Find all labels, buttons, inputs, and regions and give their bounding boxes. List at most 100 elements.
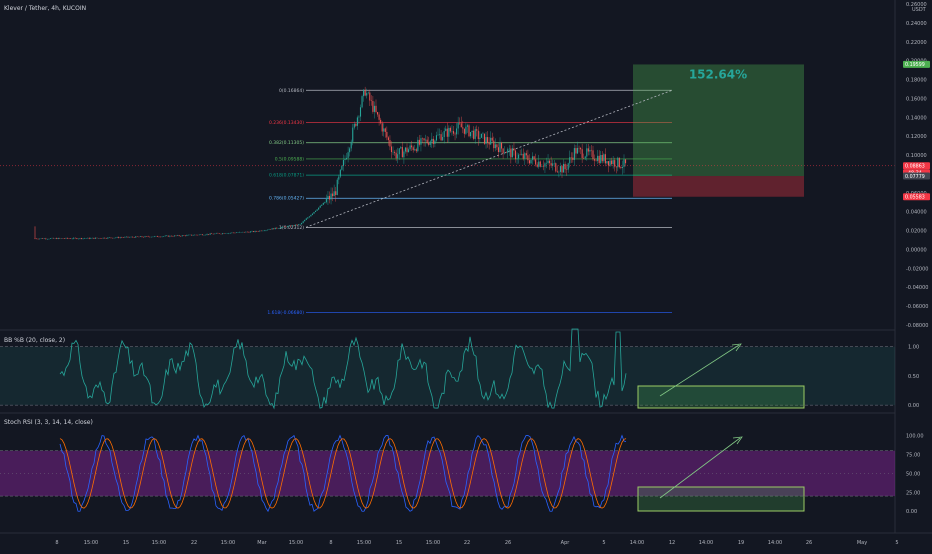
candle-body — [597, 156, 598, 161]
candle-body — [467, 125, 468, 126]
symbol-title: Klever / Tether, 4h, KUCOIN — [4, 5, 86, 12]
bb-highlight-box[interactable] — [638, 386, 804, 408]
price-tick-label: 0.16000 — [906, 96, 927, 102]
candle-body — [495, 144, 496, 148]
candle-body — [318, 208, 319, 210]
candle-body — [592, 150, 593, 159]
candle-body — [606, 161, 607, 163]
price-tick-label: -0.06000 — [906, 304, 928, 310]
candle-body — [403, 152, 404, 158]
candle-body — [487, 137, 488, 143]
candle-body — [341, 166, 342, 170]
candle-body — [517, 158, 518, 159]
candle-body — [346, 158, 347, 159]
position-loss-zone[interactable] — [633, 176, 804, 197]
candle-body — [399, 148, 400, 154]
candle-body — [174, 236, 175, 237]
candle-body — [548, 161, 549, 163]
candle-body — [575, 148, 576, 153]
candle-body — [365, 90, 366, 96]
candle-body — [572, 158, 573, 160]
candle-body — [369, 93, 370, 101]
candle-body — [357, 117, 358, 125]
candle-body — [568, 163, 569, 169]
candle-body — [513, 148, 514, 150]
candle-body — [599, 156, 600, 163]
price-tick-label: -0.04000 — [906, 285, 928, 291]
candle-body — [354, 124, 355, 128]
candle-body — [473, 131, 474, 139]
candle-body — [179, 235, 180, 236]
candle-body — [331, 194, 332, 200]
candle-body — [475, 129, 476, 139]
candle-body — [89, 238, 90, 239]
candle-body — [420, 138, 421, 144]
candle-body — [555, 163, 556, 171]
candle-body — [349, 148, 350, 152]
candle-body — [304, 220, 305, 221]
candle-body — [425, 140, 426, 141]
candle-body — [140, 236, 141, 237]
candle-body — [406, 148, 407, 153]
candle-body — [50, 238, 51, 239]
candle-body — [323, 203, 324, 205]
candle-body — [340, 170, 341, 177]
candle-body — [275, 228, 276, 229]
candle-body — [281, 227, 282, 228]
stoch-tick-label: 50.00 — [906, 471, 920, 477]
time-tick-label: 5 — [895, 540, 898, 546]
candle-body — [470, 132, 471, 136]
candle-body — [355, 124, 356, 126]
candle-body — [529, 160, 530, 163]
candle-body — [551, 163, 552, 165]
time-tick-label: 12 — [669, 540, 675, 546]
candle-body — [441, 134, 442, 140]
candle-body — [544, 163, 545, 166]
long-position-tool[interactable]: 152.64% — [633, 64, 804, 196]
candle-body — [358, 117, 359, 118]
candle-body — [464, 129, 465, 134]
time-tick-label: 15:00 — [426, 540, 440, 546]
candle-body — [410, 145, 411, 149]
candle-body — [332, 194, 333, 197]
candle-body — [538, 162, 539, 167]
candle-body — [135, 236, 136, 237]
candle-body — [428, 143, 429, 145]
candle-body — [191, 235, 192, 236]
bb-tick-label: 0.00 — [908, 403, 919, 409]
candle-body — [90, 238, 91, 239]
candle-body — [490, 138, 491, 145]
candle-body — [552, 163, 553, 165]
candle-body — [462, 127, 463, 128]
candle-body — [455, 134, 456, 135]
candle-body — [375, 106, 376, 112]
candle-body — [93, 238, 94, 239]
candle-body — [282, 227, 283, 228]
price-tick-label: 0.14000 — [906, 115, 927, 121]
candle-body — [580, 148, 581, 149]
fib-level-label: 0.5(0.09588) — [275, 156, 305, 162]
candle-body — [530, 160, 531, 164]
candle-body — [501, 143, 502, 149]
price-tick-label: 0.18000 — [906, 78, 927, 84]
candle-body — [411, 145, 412, 147]
candle-body — [450, 128, 451, 131]
time-tick-label: 14:00 — [630, 540, 644, 546]
candle-body — [334, 191, 335, 196]
candle-body — [210, 234, 211, 235]
candle-body — [351, 142, 352, 149]
candle-body — [310, 215, 311, 217]
candle-body — [610, 161, 611, 166]
candle-body — [574, 148, 575, 160]
candle-body — [182, 235, 183, 236]
stoch-tick-label: 75.00 — [906, 452, 920, 458]
candle-body — [117, 237, 118, 238]
candle-body — [588, 148, 589, 151]
stoch-highlight-box[interactable] — [638, 487, 804, 511]
candle-body — [362, 96, 363, 107]
candle-body — [459, 123, 460, 124]
candle-body — [534, 156, 535, 159]
candle-body — [272, 228, 273, 229]
